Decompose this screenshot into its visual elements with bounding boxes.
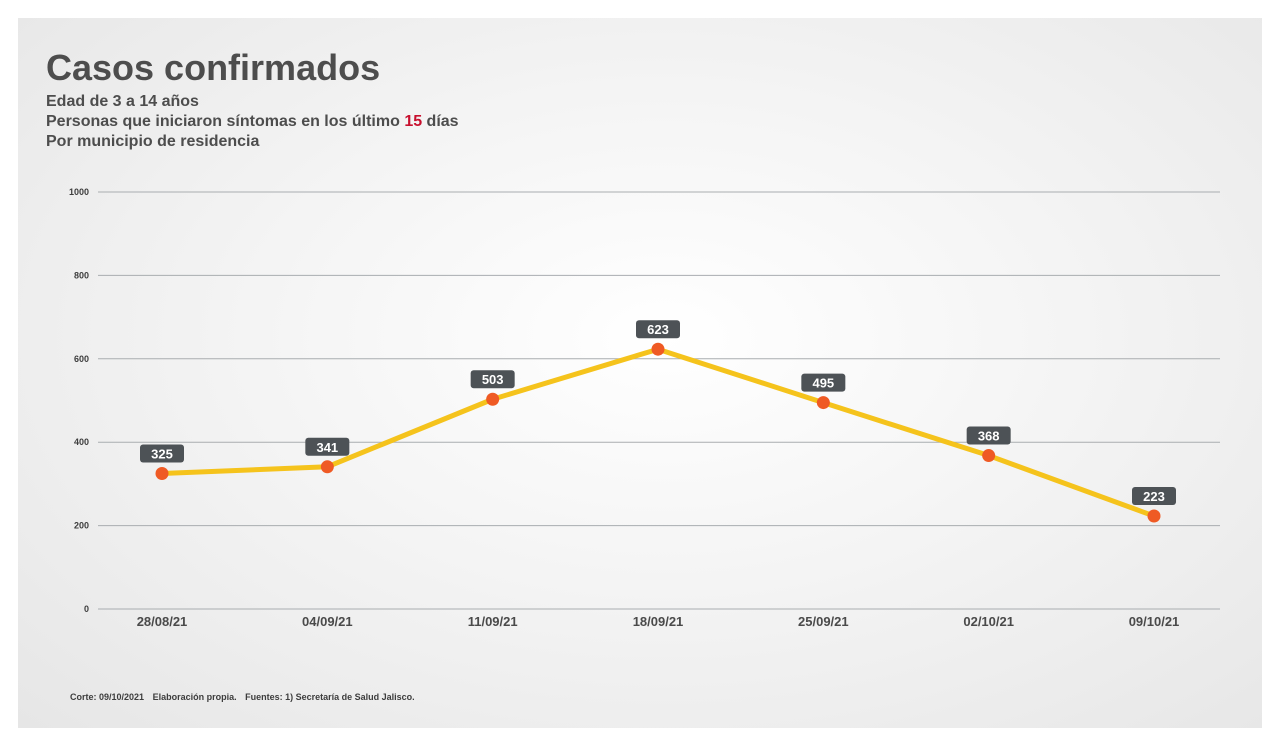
y-tick-label: 0 [84,604,89,614]
y-tick-label: 400 [74,437,89,447]
subtitle-days-count: 15 [404,113,423,130]
data-point [155,466,169,480]
data-label-box [636,320,680,339]
x-tick-label: 28/08/21 [137,614,188,629]
data-label: 503 [482,372,504,387]
data-label-box [801,373,846,392]
data-label-box [966,426,1011,445]
y-tick-label: 600 [74,354,89,364]
data-label: 223 [1143,489,1165,504]
subtitle-age-range: Edad de 3 a 14 años [46,93,199,110]
subtitle-symptom-text: Personas que iniciaron síntomas en los ú… [46,113,405,130]
footer-cut-date: Corte: 09/10/2021 [70,692,145,702]
data-label: 368 [978,429,1000,444]
data-label-box [140,444,184,463]
data-point [486,392,500,406]
footer-sources: Fuentes: 1) Secretaría de Salud Jalisco. [245,692,415,702]
x-tick-label: 02/10/21 [963,614,1014,629]
gridlines [98,191,1220,610]
data-point [982,449,996,463]
data-label: 341 [316,440,338,455]
data-point [816,396,830,410]
data-label: 623 [647,322,669,337]
subtitle-symptom-window: Personas que iniciaron síntomas en los ú… [46,112,459,132]
subtitle-municipality: Por municipio de residencia [46,133,260,150]
chart-title: Casos confirmados [46,47,381,88]
data-label-box [470,370,515,389]
x-tick-label: 09/10/21 [1129,614,1180,629]
y-tick-label: 1000 [69,187,89,197]
data-label: 325 [151,446,173,461]
source-footer: Corte: 09/10/2021 Elaboración propia. Fu… [70,692,421,702]
data-point [1147,509,1161,523]
y-axis-ticks: 0 200 400 600 800 1000 [69,187,89,614]
data-point [651,342,665,356]
data-point [320,460,334,474]
x-axis-ticks: 28/08/21 04/09/21 11/09/21 18/09/21 25/09/21… [137,614,1180,629]
x-tick-label: 18/09/21 [633,614,684,629]
footer-authorship: Elaboración propia. [152,692,237,702]
y-tick-label: 800 [74,270,89,280]
subtitle-days-unit: días [422,113,459,130]
x-tick-label: 11/09/21 [468,614,518,629]
data-label: 495 [812,376,834,391]
chart-panel [18,18,1262,728]
data-label-box [1132,487,1176,506]
x-tick-label: 04/09/21 [302,614,353,629]
x-tick-label: 25/09/21 [798,614,849,629]
data-points [155,342,1161,523]
data-label-box [305,437,350,456]
data-labels: 325 341 503 623 495 368 223 [140,320,1176,506]
y-tick-label: 200 [74,521,89,531]
